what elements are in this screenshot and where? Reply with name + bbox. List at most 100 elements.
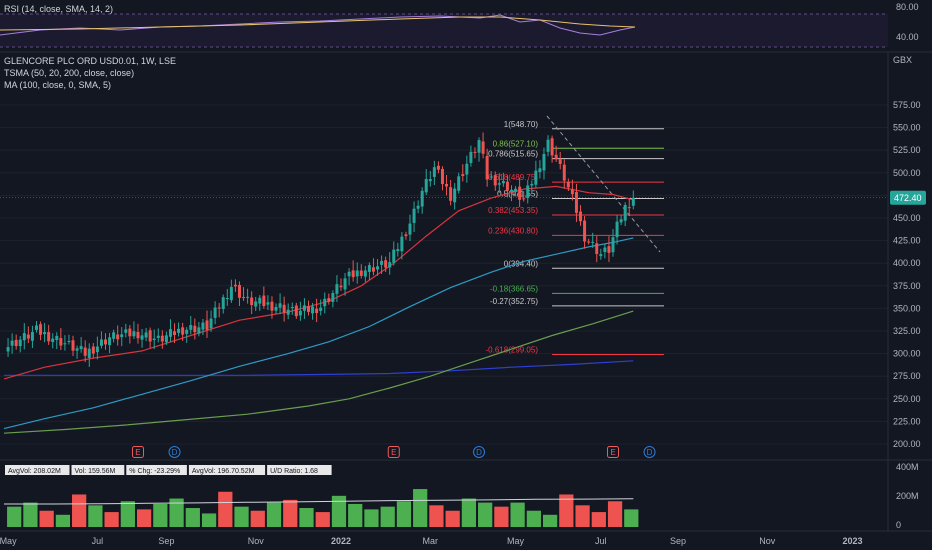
- candle: [71, 335, 75, 357]
- candle: [371, 258, 375, 276]
- candle: [290, 302, 294, 315]
- fib-level-label: -0.18(366.65): [490, 284, 538, 293]
- candle: [18, 335, 22, 353]
- volume-stats: AvgVol: 208.02M Vol: 159.56M % Chg: -23.29…: [5, 465, 332, 475]
- candle: [55, 332, 59, 350]
- candle: [619, 214, 623, 226]
- candle: [282, 296, 286, 322]
- candle: [477, 137, 481, 162]
- candle: [526, 180, 530, 204]
- volume-bar: [526, 510, 541, 527]
- candle: [315, 298, 319, 323]
- volume-bar: [591, 512, 606, 527]
- time-tick: May: [0, 536, 17, 546]
- price-tick: 225.00: [893, 416, 921, 426]
- dividend-marker[interactable]: D: [473, 446, 486, 458]
- candle: [355, 262, 359, 284]
- rsi-level-40: 40.00: [896, 32, 919, 42]
- earnings-marker[interactable]: E: [131, 446, 144, 458]
- candle: [457, 172, 461, 194]
- candle: [339, 278, 343, 291]
- svg-text:D: D: [172, 448, 178, 457]
- volume-panel: [4, 489, 639, 527]
- price-tick: 200.00: [893, 439, 921, 449]
- candle: [416, 200, 420, 214]
- candle: [144, 327, 148, 342]
- svg-text:D: D: [476, 448, 482, 457]
- candle: [43, 323, 47, 343]
- price-tick: 550.00: [893, 123, 921, 133]
- candle: [104, 333, 107, 350]
- candle: [570, 179, 574, 201]
- tsma-200-line: [3, 310, 634, 434]
- earnings-marker[interactable]: E: [387, 446, 400, 458]
- candle: [278, 293, 282, 315]
- candle: [311, 302, 315, 320]
- candle: [262, 286, 266, 309]
- candle: [392, 241, 396, 266]
- candle: [242, 287, 246, 301]
- candle: [400, 232, 404, 260]
- candle: [420, 187, 424, 214]
- tsma-50-line: [3, 237, 634, 430]
- candle: [627, 198, 631, 217]
- volume-bar: [23, 502, 38, 527]
- volume-bar: [559, 494, 574, 527]
- candle: [160, 330, 164, 349]
- dividend-marker[interactable]: D: [168, 446, 181, 458]
- candle: [221, 294, 225, 314]
- time-tick: Sep: [670, 536, 686, 546]
- candle: [603, 243, 607, 259]
- candle: [6, 338, 10, 357]
- candle: [225, 288, 229, 306]
- volume-bar: [299, 508, 314, 527]
- candle: [124, 323, 128, 338]
- fib-level-label: -0.618(299.05): [486, 345, 539, 354]
- volume-bar: [575, 505, 590, 527]
- price-tick: 275.00: [893, 371, 921, 381]
- candle: [497, 173, 501, 193]
- price-tick: 525.00: [893, 145, 921, 155]
- candle: [432, 160, 436, 186]
- candle: [156, 328, 160, 343]
- earnings-marker[interactable]: E: [607, 446, 619, 458]
- moving-averages: [3, 185, 634, 434]
- candle: [132, 321, 136, 339]
- candle: [550, 135, 554, 163]
- candle: [116, 325, 120, 346]
- candle: [327, 293, 331, 305]
- candle: [591, 232, 595, 248]
- volume-bar: [72, 494, 87, 527]
- candle: [181, 322, 185, 341]
- candle: [67, 334, 71, 345]
- candle: [128, 324, 132, 344]
- candle: [319, 299, 323, 316]
- volume-bar: [510, 502, 525, 527]
- svg-text:E: E: [135, 448, 140, 457]
- time-tick: Mar: [423, 536, 439, 546]
- candle: [554, 145, 558, 162]
- candle: [510, 185, 513, 202]
- candle: [522, 191, 526, 202]
- rsi-level-80: 80.00: [896, 2, 919, 12]
- price-grid: [0, 104, 888, 445]
- candle: [83, 340, 87, 363]
- candle: [367, 262, 371, 281]
- time-axis[interactable]: May Jul Sep Nov 2022 Mar May Jul Sep Nov 2023: [0, 536, 863, 546]
- candle: [380, 255, 384, 274]
- dividend-marker[interactable]: D: [643, 446, 656, 458]
- price-axis[interactable]: GBX 575.00550.00525.00500.00475.00450.00…: [893, 55, 921, 449]
- ma-100-line: [4, 360, 634, 376]
- volume-tick-0: 0: [896, 520, 901, 530]
- candle: [473, 147, 477, 159]
- candle: [213, 301, 217, 325]
- candle: [246, 288, 250, 304]
- volume-bar: [429, 505, 444, 527]
- candle: [95, 336, 99, 360]
- rsi-panel: RSI (14, close, SMA, 14, 2) 80.00 40.00: [0, 2, 919, 48]
- candle: [461, 164, 465, 182]
- volume-bar: [201, 513, 217, 527]
- trend-line: [546, 115, 661, 253]
- price-tick: 350.00: [893, 303, 921, 313]
